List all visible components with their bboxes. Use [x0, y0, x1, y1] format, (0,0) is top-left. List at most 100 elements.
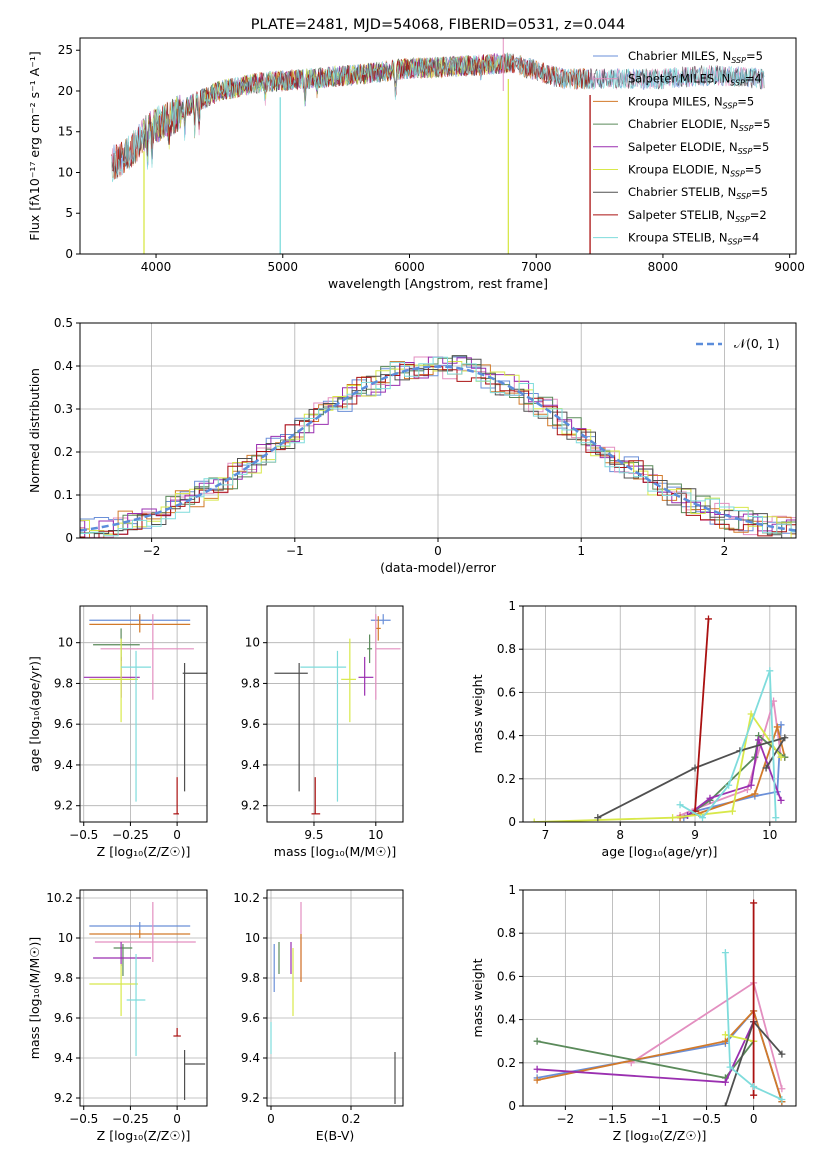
legend-entry: Kroupa STELIB, NSSP=4: [628, 231, 759, 247]
x-tick-label: −0.5: [69, 1112, 98, 1126]
spectrum-line-chabrier_stelib: [111, 53, 765, 179]
axes-border: [266, 605, 404, 823]
x-tick-label: −0.25: [112, 828, 149, 842]
panel-age_vs_Z: −0.5 −0.25 0 9.2 9.4 9.6 9.8 10 Z [log₁₀(Z/Z☉)] a…: [27, 605, 208, 859]
legend-text: Salpeter ELODIE, N: [628, 140, 738, 154]
x-tick-label: 8000: [648, 260, 679, 274]
series-marker: [699, 814, 707, 822]
y-tick-label: 9.6: [241, 717, 260, 731]
histogram-salpeter_elodie: [80, 356, 796, 538]
x-tick-label: −0.5: [69, 828, 98, 842]
histogram-salpeter_miles: [80, 356, 796, 538]
x-axis-label: Z [log₁₀(Z/Z☉)]: [97, 844, 191, 859]
legend-count: =5: [751, 185, 768, 199]
series-line-kroupa_miles: [536, 1009, 783, 1102]
plot-area: [111, 38, 765, 254]
series-marker: [721, 1078, 729, 1086]
legend-entry: Chabrier MILES, NSSP=5: [628, 49, 763, 65]
x-tick-label: −2: [557, 1112, 575, 1126]
x-axis-label: wavelength [Angstrom, rest frame]: [328, 276, 548, 291]
y-tick-label: 20: [58, 84, 73, 98]
normal-curve: [80, 365, 796, 532]
y-tick-label: 0.4: [497, 729, 516, 743]
y-tick-label: 0.6: [497, 969, 516, 983]
errorbar-point-kroupa_elodie: [89, 964, 138, 1016]
plot-area: [89, 902, 206, 1100]
spectrum-line-kroupa_stelib: [111, 53, 765, 183]
x-tick-label: 0: [173, 1112, 181, 1126]
series-marker: [594, 814, 602, 822]
y-tick-label: 9.4: [241, 758, 260, 772]
panel-massweight_vs_Z: −2 −1.5 −1 −0.5 0 0 0.2 0.4 0.6 0.8 1 Z [log₁₀(Z/Z☉…: [470, 883, 797, 1143]
series-marker: [533, 1065, 541, 1073]
errorbar-point-salpeter_miles: [94, 902, 196, 962]
errorbar-point-salpeter_elodie: [83, 656, 140, 698]
x-tick-label: −1.5: [598, 1112, 627, 1126]
y-axis-label: mass weight: [470, 674, 485, 753]
series-marker: [721, 1102, 729, 1106]
y-tick-label: 1: [508, 883, 516, 897]
chart-title: PLATE=2481, MJD=54068, FIBERID=0531, z=0…: [251, 17, 625, 33]
legend-count: =4: [742, 231, 759, 245]
legend-entry: Salpeter MILES, NSSP=4: [628, 72, 762, 88]
plot-area: [274, 614, 401, 815]
x-tick-label: −2: [143, 544, 161, 558]
panel-age_vs_mass: 9.5 10 9.2 9.4 9.6 9.8 10 mass [log₁₀(M/M☉)]: [241, 605, 404, 859]
x-axis-label: mass [log₁₀(M/M☉)]: [274, 844, 396, 859]
errorbar-point-kroupa_stelib: [126, 954, 146, 1056]
legend-entry: Salpeter ELODIE, NSSP=5: [628, 140, 769, 156]
legend-text: Kroupa ELODIE, N: [628, 163, 730, 177]
legend-count: =5: [746, 49, 763, 63]
y-tick-label: 9.2: [241, 799, 260, 813]
x-axis-label: age [log₁₀(age/yr)]: [602, 844, 718, 859]
series-marker: [706, 794, 714, 802]
x-axis-label: Z [log₁₀(Z/Z☉)]: [613, 1128, 707, 1143]
x-axis-label: Z [log₁₀(Z/Z☉)]: [97, 1128, 191, 1143]
errorbar-point-salpeter_elodie: [93, 942, 151, 966]
y-tick-label: 9.2: [54, 1091, 73, 1105]
errorbar-point-salpeter_miles: [375, 614, 401, 700]
series-marker: [781, 734, 789, 742]
legend-count: =2: [750, 208, 767, 222]
x-axis-label: E(B-V): [316, 1128, 355, 1143]
axes-border: [266, 889, 404, 1107]
legend-text: Salpeter STELIB, N: [628, 208, 735, 222]
y-tick-label: 10: [245, 636, 260, 650]
x-tick-label: 0: [750, 1112, 758, 1126]
y-tick-label: 0: [508, 815, 516, 829]
y-tick-label: 9.6: [54, 717, 73, 731]
y-tick-label: 10: [58, 931, 73, 945]
y-tick-label: 0: [65, 247, 73, 261]
series-marker: [777, 753, 785, 761]
legend-entry: 𝒩(0, 1): [734, 336, 780, 351]
y-tick-label: 0.4: [54, 359, 73, 373]
y-tick-label: 9.4: [54, 1051, 73, 1065]
series-marker: [747, 781, 755, 789]
y-tick-label: 0: [65, 531, 73, 545]
x-tick-label: 1: [577, 544, 585, 558]
legend: Chabrier MILES, NSSP=5 Salpeter MILES, NS…: [593, 49, 770, 247]
y-tick-label: 0.8: [497, 642, 516, 656]
legend-subscript: SSP: [728, 238, 743, 247]
y-tick-label: 0.2: [54, 445, 73, 459]
legend-subscript: SSP: [739, 124, 754, 133]
y-tick-label: 0.8: [497, 926, 516, 940]
series-marker: [778, 1050, 786, 1058]
errorbar-point-salpeter_stelib: [173, 777, 179, 815]
y-tick-label: 0.4: [497, 1013, 516, 1027]
errorbar-point-salpeter_stelib: [311, 777, 321, 815]
errorbar-point-kroupa_miles: [89, 614, 191, 633]
plot-area: [83, 614, 207, 815]
y-tick-label: 0.5: [54, 316, 73, 330]
series-marker: [721, 949, 729, 957]
series-marker: [772, 814, 780, 822]
series-marker: [751, 790, 759, 798]
errorbar-point-chabrier_miles: [370, 614, 391, 625]
y-tick-label: 9.6: [241, 1011, 260, 1025]
series-marker: [778, 1096, 786, 1104]
y-tick-label: 9.8: [241, 971, 260, 985]
y-tick-label: 0.3: [54, 402, 73, 416]
axes-frame: 0 0.2 9.2 9.4 9.6 9.8 10 10.2 E(B-V): [233, 889, 404, 1143]
x-tick-label: 10: [368, 828, 383, 842]
series-marker: [530, 818, 538, 822]
